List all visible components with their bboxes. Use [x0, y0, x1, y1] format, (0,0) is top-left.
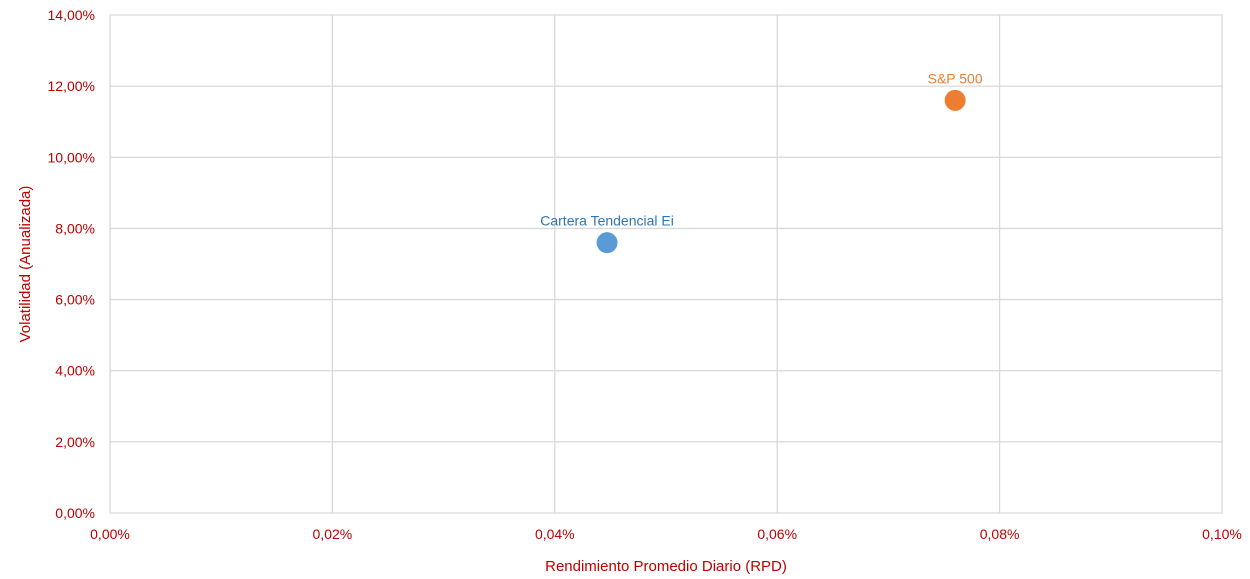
plot-area-frame: [109, 14, 1223, 514]
y-tick-label: 8,00%: [55, 220, 95, 236]
x-tick-label: 0,06%: [757, 526, 797, 542]
y-tick-label: 12,00%: [48, 78, 95, 94]
x-tick-label: 0,08%: [980, 526, 1020, 542]
data-point-label: Cartera Tendencial Ei: [540, 213, 674, 229]
data-point: [944, 89, 966, 111]
data-point: [596, 232, 618, 254]
y-tick-label: 0,00%: [55, 505, 95, 521]
y-tick-label: 10,00%: [48, 149, 95, 165]
grid-lines: [109, 14, 1223, 514]
x-axis-title: Rendimiento Promedio Diario (RPD): [545, 558, 787, 575]
y-tick-label: 14,00%: [48, 7, 95, 23]
x-tick-label: 0,00%: [90, 526, 130, 542]
x-tick-label: 0,10%: [1202, 526, 1242, 542]
y-tick-label: 6,00%: [55, 292, 95, 308]
x-tick-label: 0,02%: [313, 526, 353, 542]
data-point-label: S&P 500: [928, 70, 983, 86]
x-axis-tick-labels: 0,00% 0,02% 0,04% 0,06% 0,08% 0,10%: [90, 526, 1242, 542]
data-points: Cartera Tendencial Ei S&P 500: [540, 70, 983, 254]
y-tick-label: 4,00%: [55, 363, 95, 379]
y-axis-tick-labels: 0,00% 2,00% 4,00% 6,00% 8,00% 10,00% 12,00% 14,…: [48, 7, 95, 521]
y-axis-title: Volatilidad (Anualizada): [17, 186, 34, 343]
x-tick-label: 0,04%: [535, 526, 575, 542]
y-tick-label: 2,00%: [55, 434, 95, 450]
